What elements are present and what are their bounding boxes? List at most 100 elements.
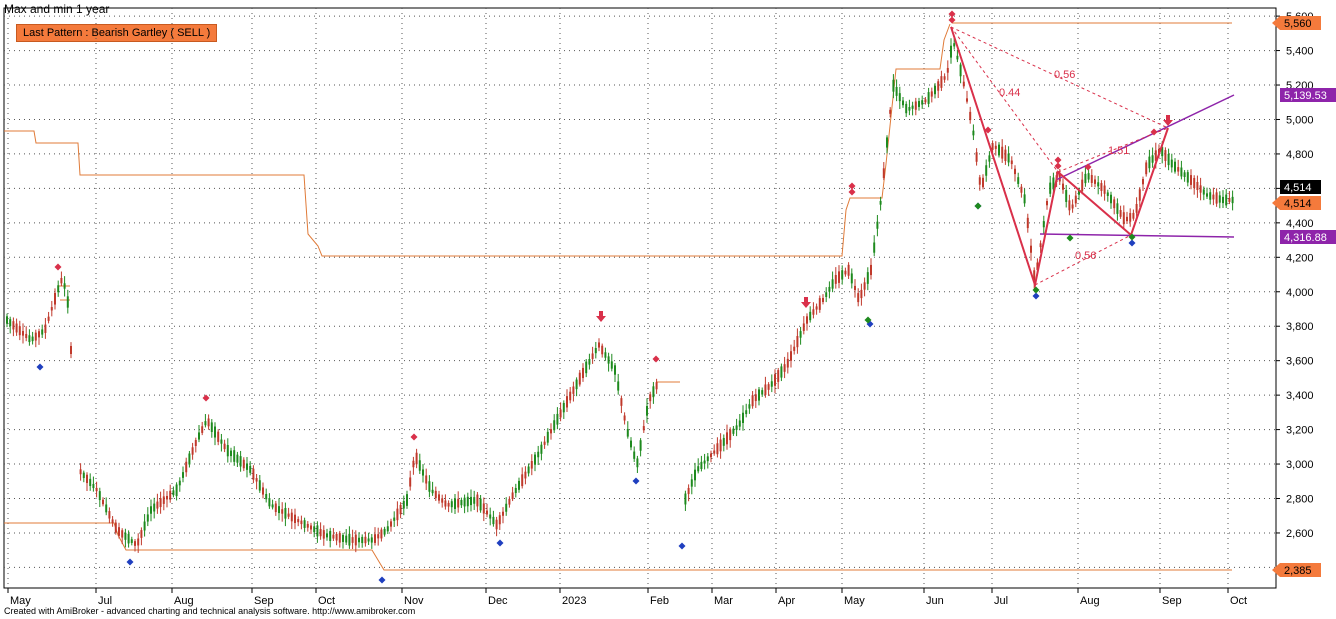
pattern-projection xyxy=(950,26,1169,129)
candle-body xyxy=(1023,194,1026,204)
candle-body xyxy=(201,426,204,433)
candle-body xyxy=(166,495,168,500)
candle-body xyxy=(934,85,936,95)
swing-marker xyxy=(126,558,134,566)
candle-body xyxy=(1190,175,1192,185)
candle-body xyxy=(774,374,776,386)
candle-body xyxy=(578,372,581,385)
candle-body xyxy=(815,306,818,310)
candle-body xyxy=(716,443,719,455)
candle-body xyxy=(354,534,357,546)
candle-body xyxy=(358,537,360,543)
candle-body xyxy=(1135,203,1138,213)
candle-body xyxy=(566,396,568,408)
candle-body xyxy=(1132,212,1135,219)
candle-body xyxy=(182,472,184,478)
candle-body xyxy=(924,99,927,103)
candle-body xyxy=(233,450,236,462)
candle-body xyxy=(1097,182,1100,187)
candle-body xyxy=(447,502,450,507)
candle-body xyxy=(646,406,648,416)
candle-body xyxy=(617,381,620,391)
candle-body xyxy=(758,389,760,401)
candle-body xyxy=(594,348,597,354)
candle-body xyxy=(1004,149,1007,162)
candle-body xyxy=(1036,262,1039,270)
y-tick-label: 3,800 xyxy=(1286,321,1314,333)
candle-body xyxy=(364,536,367,544)
pattern-projection xyxy=(950,26,1059,173)
candle-body xyxy=(268,498,271,507)
swing-marker xyxy=(864,316,872,324)
price-label-text: 5,139.53 xyxy=(1284,90,1327,102)
candle-body xyxy=(982,177,984,188)
candle-body xyxy=(367,538,370,542)
candle-body xyxy=(1148,156,1151,169)
swing-marker xyxy=(1084,163,1092,171)
candle-body xyxy=(1231,196,1234,204)
pattern-projection xyxy=(1057,127,1169,173)
candle-body xyxy=(1196,181,1199,191)
candle-body xyxy=(998,144,1000,156)
plot-frame xyxy=(3,7,1277,589)
candle-body xyxy=(847,264,850,276)
candle-body xyxy=(585,361,588,374)
candle-body xyxy=(1106,192,1109,196)
candle-body xyxy=(34,332,37,341)
candle-body xyxy=(729,429,732,441)
candle-body xyxy=(6,316,8,324)
candle-body xyxy=(745,410,748,415)
candle-body xyxy=(1199,185,1202,193)
sell-arrow xyxy=(596,311,606,322)
candle-body xyxy=(879,200,882,205)
candle-body xyxy=(889,109,892,114)
y-tick-label: 5,400 xyxy=(1286,46,1314,58)
price-label-text: 4,316.88 xyxy=(1284,232,1327,244)
candle-body xyxy=(722,437,725,446)
candle-body xyxy=(204,421,207,426)
candle-body xyxy=(604,352,607,358)
swing-marker xyxy=(496,539,504,547)
candle-body xyxy=(1174,161,1176,172)
candle-body xyxy=(284,507,287,519)
candle-body xyxy=(246,463,248,470)
candle-body xyxy=(732,428,735,434)
swing-marker xyxy=(202,394,210,402)
candle-body xyxy=(444,500,447,507)
candle-body xyxy=(898,93,901,102)
candle-body xyxy=(918,101,920,107)
swing-marker xyxy=(1150,128,1158,136)
y-tick-label: 2,800 xyxy=(1286,494,1314,506)
candle-body xyxy=(540,444,543,454)
candle-body xyxy=(178,480,181,486)
candle-body xyxy=(242,459,245,469)
x-tick-label: Dec xyxy=(488,595,508,607)
candle-body xyxy=(524,471,527,479)
candle-body xyxy=(198,432,200,440)
candle-body xyxy=(892,79,895,92)
swing-marker xyxy=(1128,239,1136,247)
candle-body xyxy=(1007,153,1010,163)
candle-body xyxy=(223,443,226,450)
candle-body xyxy=(188,453,191,465)
candle-body xyxy=(159,498,162,508)
y-tick-label: 4,400 xyxy=(1286,218,1314,230)
x-tick-label: Oct xyxy=(318,595,335,607)
candle-body xyxy=(790,351,792,361)
candle-body xyxy=(655,382,658,390)
candle-body xyxy=(332,534,335,539)
candle-body xyxy=(828,286,831,292)
candle-body xyxy=(582,367,584,379)
candle-body xyxy=(505,503,508,512)
candle-body xyxy=(124,532,127,540)
candle-body xyxy=(374,534,376,543)
x-tick-label: Apr xyxy=(778,595,795,607)
candle-body xyxy=(377,534,380,539)
swing-marker xyxy=(1032,286,1040,294)
candle-body xyxy=(572,386,575,394)
candle-body xyxy=(1103,185,1106,194)
candle-body xyxy=(57,285,60,293)
candle-body xyxy=(783,364,786,372)
candle-body xyxy=(102,499,104,505)
